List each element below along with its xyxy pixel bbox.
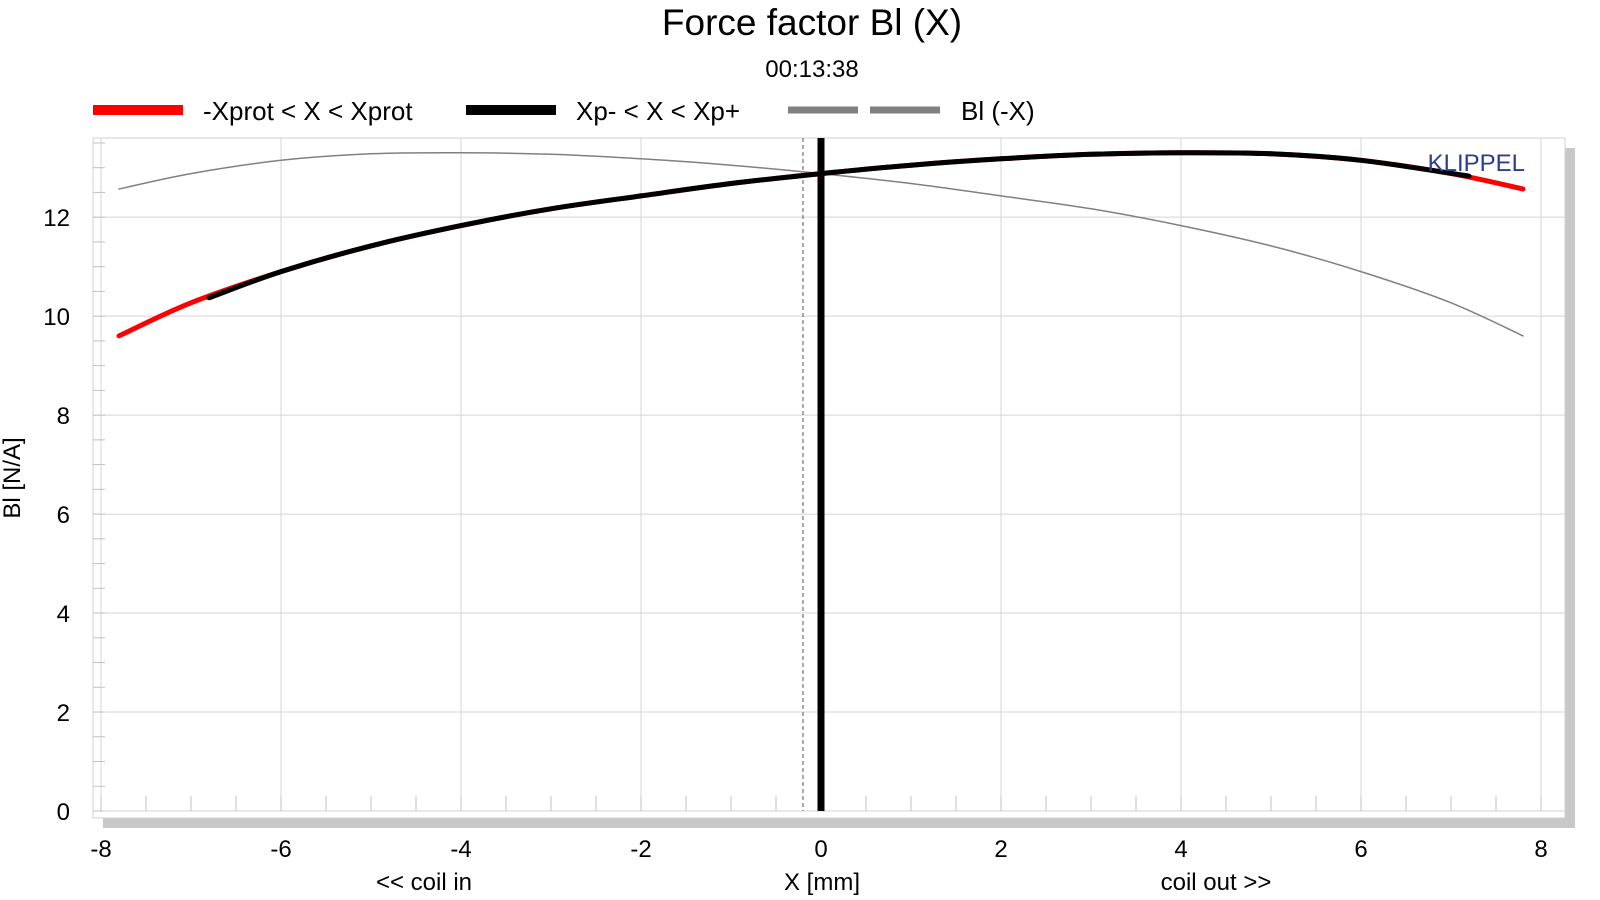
x-tick-label: -4 [450, 836, 471, 863]
chart-title: Force factor Bl (X) [662, 2, 962, 43]
minor-ticks [93, 142, 1542, 812]
y-tick-label: 2 [57, 700, 70, 727]
x-annotation-coil-in: << coil in [376, 869, 472, 896]
legend-label-bl-neg-x: Bl (-X) [961, 96, 1035, 126]
x-axis-label: X [mm] [784, 869, 860, 896]
x-tick-label: 2 [994, 836, 1007, 863]
y-axis-label: Bl [N/A] [0, 437, 26, 518]
y-tick-label: 0 [57, 799, 70, 826]
chart-subtitle: 00:13:38 [765, 56, 858, 83]
grid [93, 138, 1565, 812]
series-layer [116, 150, 1526, 339]
legend-label-xp: Xp- < X < Xp+ [576, 96, 740, 126]
y-tick-label: 10 [43, 304, 70, 331]
x-annotation-coil-out: coil out >> [1161, 869, 1272, 896]
x-tick-label: -2 [630, 836, 651, 863]
x-tick-label: 6 [1354, 836, 1367, 863]
plot-shadow-bottom [103, 818, 1575, 828]
x-tick-label: -6 [270, 836, 291, 863]
x-tick-label: -8 [90, 836, 111, 863]
x-tick-labels: -8 -6 -4 -2 0 2 4 6 8 [90, 836, 1547, 863]
legend-label-xprot: -Xprot < X < Xprot [203, 96, 413, 126]
y-tick-labels: 0 2 4 6 8 10 12 [43, 205, 70, 826]
plot-shadow-right [1565, 148, 1575, 828]
x-tick-label: 8 [1534, 836, 1547, 863]
y-tick-label: 8 [57, 403, 70, 430]
y-tick-label: 6 [57, 502, 70, 529]
klippel-brand: KLIPPEL [1428, 150, 1525, 177]
plot-area [92, 137, 1566, 819]
legend: -Xprot < X < Xprot Xp- < X < Xp+ Bl (-X) [93, 96, 1035, 126]
series-xp-line [206, 150, 1472, 301]
y-tick-label: 4 [57, 601, 70, 628]
vertical-markers [802, 138, 825, 811]
x-tick-label: 4 [1174, 836, 1187, 863]
x-tick-label: 0 [814, 836, 827, 863]
y-tick-label: 12 [43, 205, 70, 232]
